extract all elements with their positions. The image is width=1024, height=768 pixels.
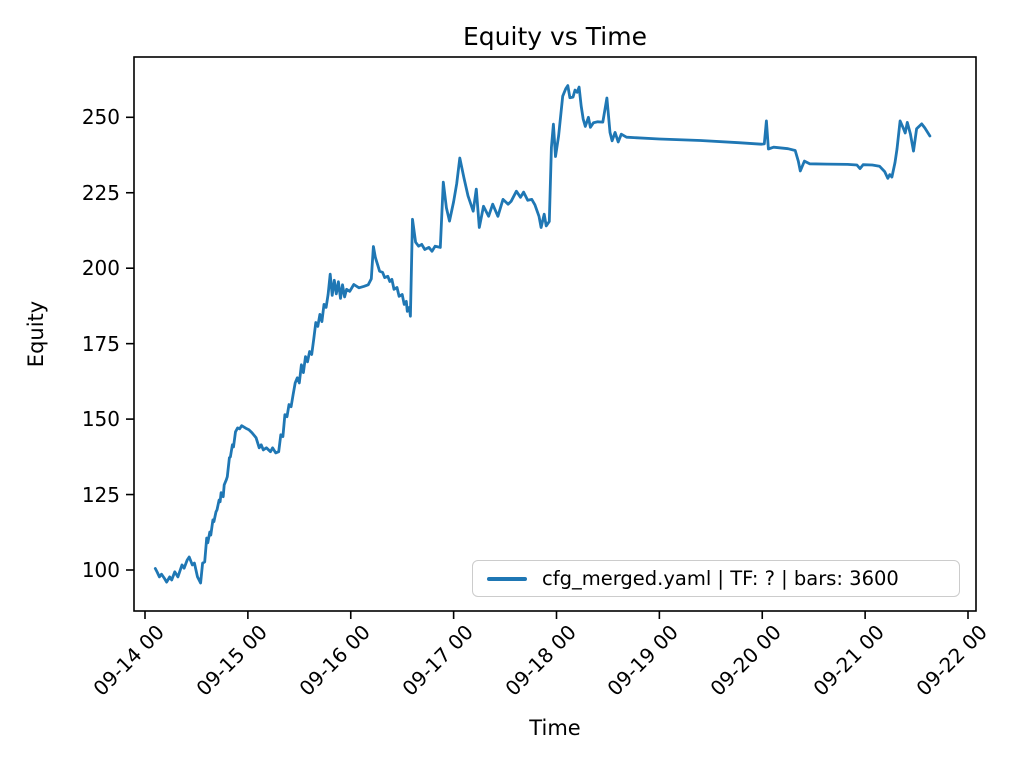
tick-marks	[126, 116, 969, 619]
x-axis-label: Time	[529, 716, 581, 740]
chart-title: Equity vs Time	[463, 22, 647, 51]
y-tick-label: 225	[81, 180, 120, 205]
y-tick-label: 125	[81, 482, 120, 507]
y-tick-label: 200	[81, 256, 120, 281]
legend-line-sample	[487, 576, 527, 581]
equity-line	[153, 84, 932, 585]
y-tick-label: 100	[81, 558, 120, 582]
axes-border	[133, 56, 977, 612]
y-tick-label: 175	[81, 331, 120, 356]
legend: cfg_merged.yaml | TF: ? | bars: 3600	[472, 560, 960, 597]
y-tick-label: 150	[81, 407, 120, 432]
legend-label: cfg_merged.yaml | TF: ? | bars: 3600	[542, 567, 899, 590]
y-tick-label: 250	[81, 105, 120, 130]
